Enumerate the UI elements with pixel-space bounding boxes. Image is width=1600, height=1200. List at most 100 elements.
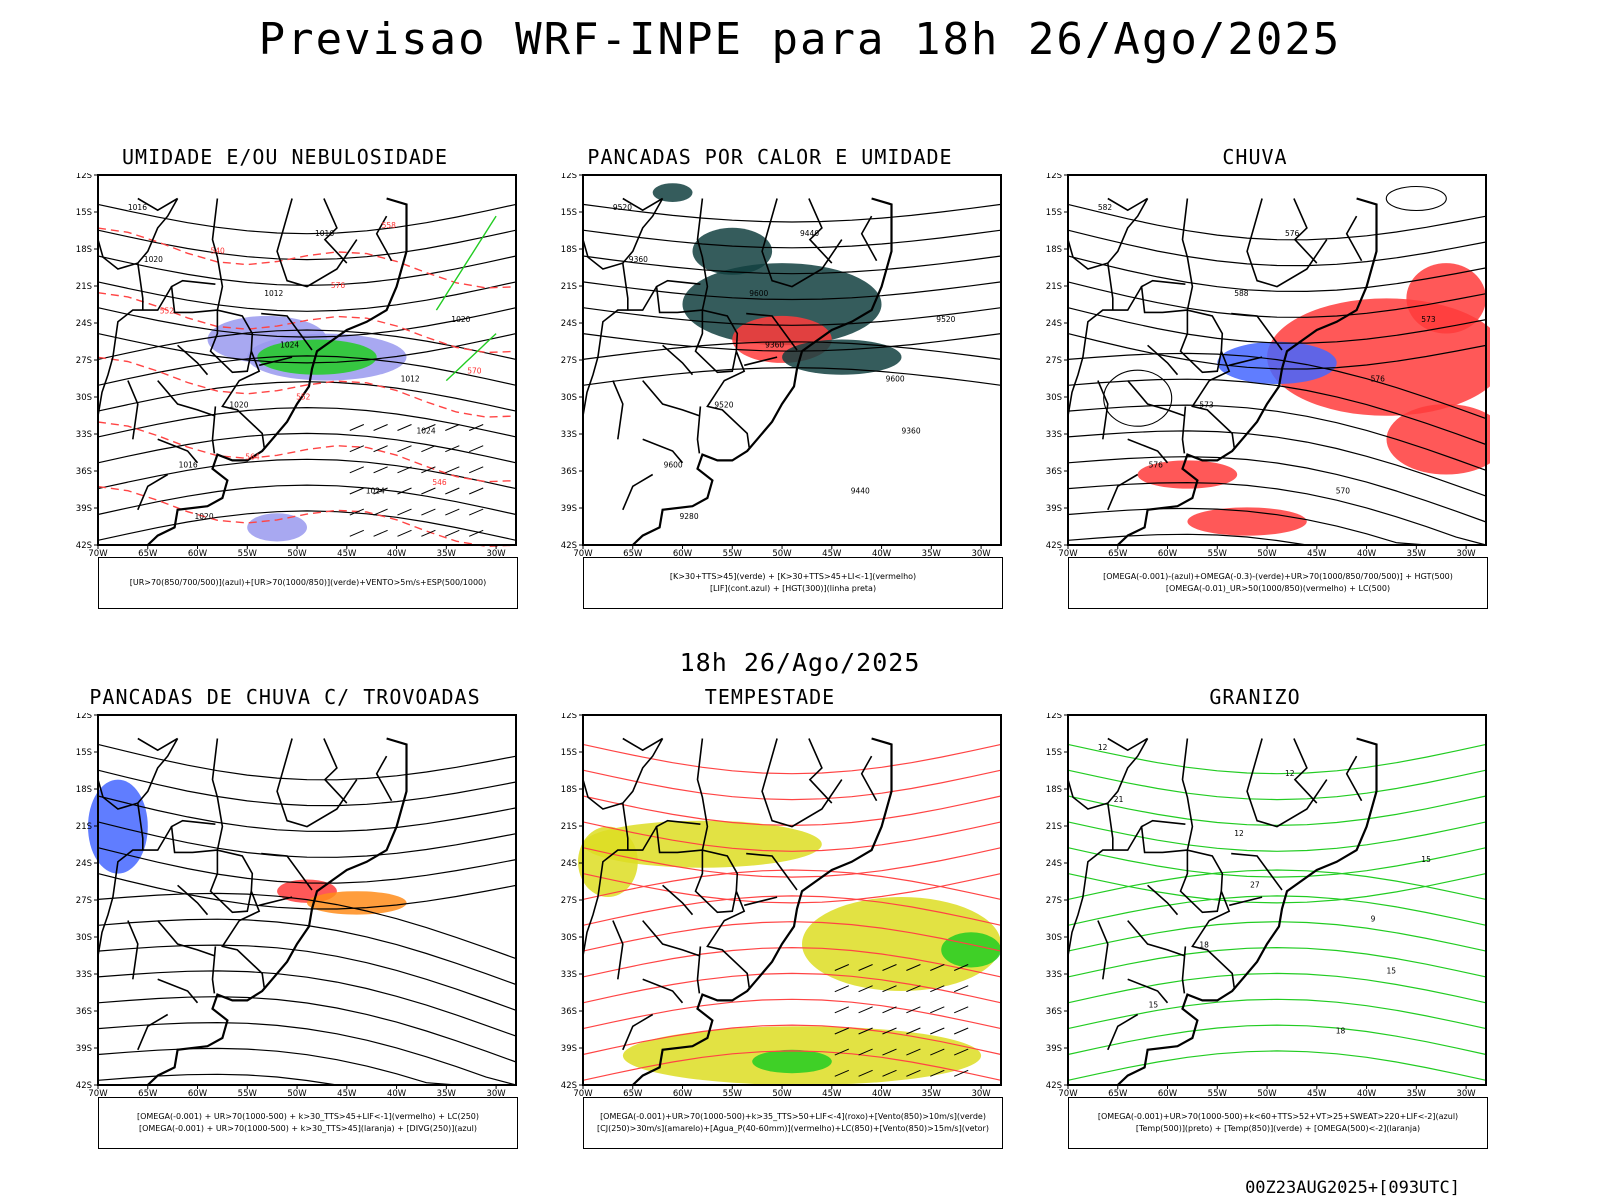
contour-line: [97, 970, 517, 1037]
shaded-area: [802, 897, 1001, 991]
country-border: [1097, 920, 1109, 980]
thickness-contour: [97, 356, 517, 418]
country-border: [642, 978, 684, 1004]
lat-tick-label: 15S: [1046, 748, 1062, 758]
contour-label: 573: [1199, 401, 1214, 410]
map: 582 588 576 576 576 573 573 570 12S 15S 18S 21S 24S 2…: [1046, 173, 1490, 559]
country-border: [696, 198, 750, 448]
lat-tick-label: 15S: [1046, 208, 1062, 218]
lat-tick-label: 42S: [76, 541, 92, 551]
contour-line: [582, 229, 1002, 249]
thickness-contour: [97, 227, 517, 289]
wind-vector: [834, 964, 849, 971]
country-border: [761, 738, 843, 828]
panel-tempestade: TEMPESTADE 12S 15S 18S 21S 24S 27S 30S 33S 36S 39…: [535, 685, 1005, 1155]
wind-vector: [930, 1048, 945, 1056]
lat-tick-label: 24S: [561, 319, 577, 329]
lat-tick-label: 12S: [1046, 713, 1062, 721]
contour-line: [582, 821, 1002, 852]
legend-line: [CJ(250)>30m/s](amarelo)+[Agua_P(40-60mm…: [597, 1124, 989, 1133]
country-border: [276, 198, 358, 288]
lon-tick-label: 60W: [673, 549, 693, 559]
country-border: [622, 473, 654, 511]
main-title: Previsao WRF-INPE para 18h 26/Ago/2025: [258, 14, 1342, 65]
lat-tick-label: 18S: [561, 245, 577, 255]
wind-vector: [397, 424, 412, 431]
wind-vector: [469, 424, 484, 431]
country-border: [1107, 197, 1149, 212]
contour-line: [582, 333, 1002, 352]
wind-vector: [954, 1048, 969, 1056]
lat-tick-label: 12S: [561, 713, 577, 721]
wind-vector: [421, 466, 436, 474]
wind-vector: [954, 1069, 969, 1077]
lat-tick-label: 24S: [561, 859, 577, 869]
wind-vector: [445, 487, 460, 495]
lat-tick-label: 18S: [561, 785, 577, 795]
contour-line: [1067, 869, 1487, 900]
wind-vector: [954, 964, 969, 971]
lat-tick-label: 24S: [76, 859, 92, 869]
country-border: [1127, 438, 1169, 464]
contour-line: [1067, 456, 1487, 523]
wind-vector: [397, 529, 412, 537]
wind-vector: [834, 1048, 849, 1056]
contour-label: 15: [1421, 855, 1431, 864]
wind-vector: [882, 964, 897, 971]
wind-vector: [373, 424, 388, 431]
country-border: [582, 286, 658, 416]
country-border: [1181, 738, 1235, 988]
lon-tick-label: 60W: [1158, 549, 1178, 559]
lon-tick-label: 35W: [1407, 549, 1427, 559]
wind-vector: [858, 1069, 873, 1077]
contour-label: 9520: [714, 401, 733, 410]
lon-tick-label: 45W: [1307, 1089, 1327, 1099]
legend: [UR>70(850/700/500)](azul)+[UR>70(1000/8…: [98, 557, 518, 609]
contour-line: [1067, 972, 1487, 1004]
panel-title: PANCADAS DE CHUVA C/ TROVOADAS: [89, 685, 481, 709]
wind-vector: [954, 985, 969, 993]
country-border: [1097, 380, 1109, 440]
map-background: [1068, 715, 1486, 1085]
contour-line: [582, 998, 1002, 1030]
contour-label: 576: [331, 281, 346, 290]
lat-tick-label: 27S: [76, 896, 92, 906]
lon-tick-label: 70W: [88, 549, 108, 559]
lat-tick-label: 27S: [76, 356, 92, 366]
lon-tick-label: 40W: [387, 549, 407, 559]
contour-line: [97, 355, 517, 386]
contour-line: [97, 510, 517, 541]
wind-vector: [882, 985, 897, 993]
country-border: [744, 896, 778, 907]
lon-tick-label: 30W: [1456, 1089, 1476, 1099]
contour-line: [1067, 1050, 1487, 1081]
humidity-contour: [435, 215, 497, 311]
country-border: [323, 198, 348, 264]
humidity-contour: [445, 333, 497, 382]
lon-tick-label: 60W: [1158, 1089, 1178, 1099]
contour-line: [582, 366, 1002, 386]
lat-tick-label: 42S: [1046, 541, 1062, 551]
lat-tick-label: 27S: [1046, 896, 1062, 906]
country-border: [170, 279, 218, 314]
country-border: [1179, 310, 1223, 374]
shaded-area: [1386, 404, 1490, 475]
country-border: [662, 344, 694, 376]
wind-vector: [882, 1048, 897, 1056]
lon-tick-label: 50W: [287, 549, 307, 559]
wind-vector: [349, 487, 364, 495]
contour-label: 9520: [936, 315, 955, 324]
contour-label: 558: [382, 221, 397, 230]
lat-tick-label: 15S: [561, 208, 577, 218]
country-border: [860, 755, 878, 802]
lat-tick-label: 18S: [76, 245, 92, 255]
contour-line: [1067, 873, 1487, 904]
country-border: [860, 215, 878, 262]
country-border: [127, 920, 139, 980]
legend-line: [Temp(500)](preto) + [Temp(850)](verde) …: [1135, 1124, 1421, 1133]
legend-line: [OMEGA(-0.001)+UR>70(1000-500)+k<60+TTS>…: [1097, 1112, 1459, 1121]
contour-label: 1020: [144, 255, 163, 264]
country-border: [1181, 406, 1187, 454]
country-border: [209, 310, 253, 374]
